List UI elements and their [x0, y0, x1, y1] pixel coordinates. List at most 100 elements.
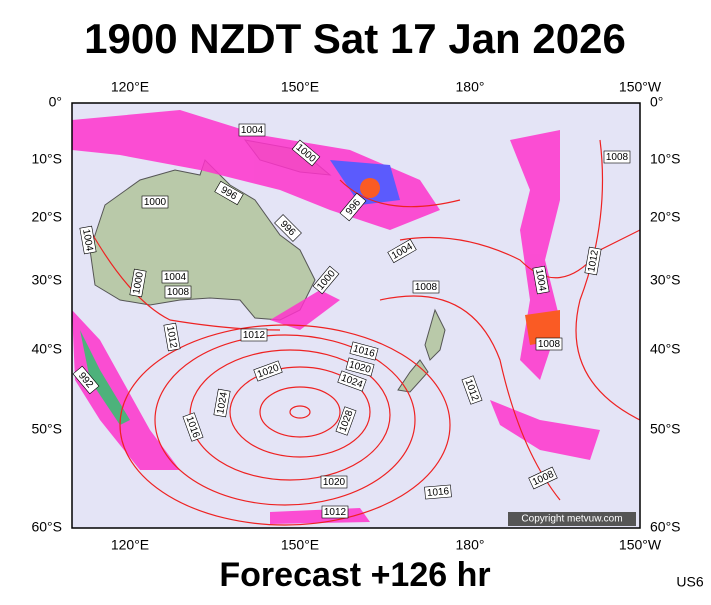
isobar-label-text: 1008	[538, 339, 561, 350]
isobar-label: 1020	[320, 475, 348, 489]
lat-label-left: 30°S	[31, 272, 62, 288]
lat-label-left: 60°S	[31, 519, 62, 535]
isobar-label-box	[182, 412, 204, 442]
isobar-label: 1016	[424, 484, 452, 500]
isobar-label: 1020	[345, 357, 375, 377]
isobar-label-text: 1008	[415, 282, 438, 293]
lat-label-right: 20°S	[650, 209, 681, 225]
isobar-label-box	[129, 268, 147, 298]
isobar-label-box	[349, 341, 379, 361]
lat-label-left: 40°S	[31, 341, 62, 357]
lat-label-left: 0°	[49, 94, 62, 110]
isobar-label-text: 1004	[533, 268, 548, 292]
isobar-label: 1004	[161, 270, 189, 284]
lon-label-top: 180°	[456, 79, 485, 95]
isobar-label-text: 1008	[167, 287, 190, 298]
footer: Forecast +126 hr	[219, 556, 490, 594]
isobar-label-box	[161, 270, 189, 284]
isobar-label: 1012	[240, 328, 268, 342]
lon-label-bottom: 150°W	[619, 537, 662, 553]
copyright: Copyright metvuw.com	[521, 514, 622, 525]
isobar-label-box	[214, 180, 244, 206]
isobar-label-box	[335, 406, 357, 436]
isobar-label-box	[532, 265, 550, 295]
lat-label-left: 20°S	[31, 209, 62, 225]
isobar-label: 1000	[129, 268, 147, 298]
lat-label-right: 0°	[650, 94, 663, 110]
isobar-label-box	[72, 365, 100, 395]
lon-label-bottom: 180°	[456, 537, 485, 553]
isobar-label-box	[164, 285, 192, 299]
isobar-label-text: 1024	[215, 391, 230, 415]
lat-label-right: 30°S	[650, 272, 681, 288]
isobar-label: 1004	[79, 225, 97, 255]
isobar-label-text: 1012	[324, 507, 347, 518]
lat-label-right: 50°S	[650, 421, 681, 437]
isobar-label-box	[387, 238, 417, 264]
isobar-label-box	[240, 328, 268, 342]
copyright-box	[508, 512, 636, 526]
lat-label-left: 50°S	[31, 421, 62, 437]
lat-label-right: 10°S	[650, 151, 681, 167]
lat-label-right: 60°S	[650, 519, 681, 535]
corner-code: US6	[676, 574, 703, 590]
isobars	[89, 139, 641, 526]
lon-label-top: 120°E	[111, 79, 149, 95]
lon-label-bottom: 120°E	[111, 537, 149, 553]
isobar-label-text: 1000	[144, 197, 167, 208]
isobar-label-box	[291, 139, 321, 167]
isobar-label-box	[584, 246, 602, 276]
isobar-label-text: 1004	[241, 125, 264, 136]
isobar-label-text: 1012	[586, 249, 601, 273]
isobar-label-text: 1016	[426, 486, 450, 499]
isobar-label-text: 1004	[164, 272, 187, 283]
lon-label-top: 150°E	[281, 79, 319, 95]
isobar-label: 1012	[163, 322, 181, 352]
isobar-label: 1008	[164, 285, 192, 299]
isobar-label-box	[320, 475, 348, 489]
isobar-label-box	[345, 357, 375, 377]
isobar-label-box	[461, 375, 483, 405]
isobar-label: 1008	[412, 280, 440, 294]
lat-label-right: 40°S	[650, 341, 681, 357]
lon-label-bottom: 150°E	[281, 537, 319, 553]
lat-label-left: 10°S	[31, 151, 62, 167]
isobar-label: 1012	[321, 505, 349, 519]
isobar-label: 1012	[584, 246, 602, 276]
lon-label-top: 150°W	[619, 79, 662, 95]
isobar-label-text: 1020	[323, 477, 346, 488]
isobar-label-text: 1000	[131, 271, 146, 295]
isobar-label-box	[312, 265, 340, 295]
isobar-label-box	[163, 322, 181, 352]
isobar-label: 1008	[535, 337, 563, 351]
isobar-label-box	[213, 388, 231, 418]
isobar-label-text: 1012	[164, 325, 179, 349]
isobar-label-text: 1012	[243, 330, 266, 341]
isobar-label-box	[339, 192, 367, 222]
isobar-label-box	[253, 360, 283, 382]
isobar-label: 1004	[532, 265, 550, 295]
isobar-label: 1028	[335, 406, 357, 436]
isobar-label: 1004	[238, 123, 266, 137]
isobar-label-box	[321, 505, 349, 519]
isobar-label: 1008	[603, 150, 631, 164]
isobar-label-box	[337, 370, 367, 392]
isobar-label-box	[274, 214, 302, 242]
isobar-label-box	[535, 337, 563, 351]
isobar-label-box	[141, 195, 169, 209]
isobar-label-box	[412, 280, 440, 294]
isobar-label: 1016	[349, 341, 379, 361]
isobar-label: 1000	[141, 195, 169, 209]
isobar-label-text: 1008	[606, 152, 629, 163]
isobar-label-box	[79, 225, 97, 255]
title: 1900 NZDT Sat 17 Jan 2026	[84, 15, 626, 62]
isobar-label-box	[238, 123, 266, 137]
map-frame	[71, 102, 641, 529]
isobar-label-box	[424, 484, 452, 500]
isobar-label-text: 1004	[80, 228, 95, 252]
isobar-label: 1024	[213, 388, 231, 418]
isobar-label: 1016	[182, 412, 204, 442]
isobar-label-box	[603, 150, 631, 164]
